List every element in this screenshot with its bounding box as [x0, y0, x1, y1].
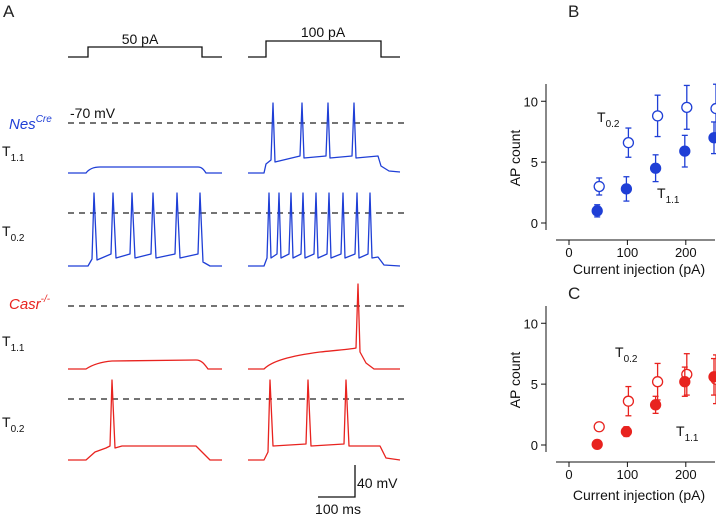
stimulus-step-50pa	[68, 46, 222, 58]
chart-c-xtick-label-1: 100	[617, 467, 639, 482]
chart-c-ticks: 0 100 200 0 5 10	[524, 316, 697, 482]
chart-c-point-filled-0	[591, 438, 603, 451]
trace-nes-t02-100pa	[248, 192, 401, 267]
trace-casr-t11-50pa	[68, 359, 222, 370]
row-label-nes-t02: T0.2	[2, 223, 25, 244]
chart-c-point-open-1	[622, 395, 635, 407]
chart-c-point-filled-3	[679, 376, 691, 388]
chart-c-xtick-label-2: 200	[675, 467, 697, 482]
scale-bar-lines	[318, 465, 356, 498]
stimulus-step-100pa	[248, 40, 400, 58]
chart-c-ytick-label-2: 10	[524, 316, 538, 331]
chart-b-ticks: 0 100 200 0 5 10	[524, 94, 697, 260]
stimulus-label-50pa: 50 pA	[122, 31, 159, 47]
chart-c-xlabel: Current injection (pA)	[573, 487, 705, 503]
chart-c-ylabel: AP count	[507, 352, 523, 409]
chart-b-point-open-0	[593, 180, 605, 193]
chart-b-point-filled-3	[679, 145, 691, 157]
row-label-casr-t11: T1.1	[2, 333, 25, 354]
row-label-nes-t11: T1.1	[2, 143, 25, 164]
scale-bar: 40 mV 100 ms	[315, 465, 398, 517]
stimulus-protocol: 50 pA 100 pA	[68, 24, 400, 58]
chart-c-point-filled-1	[620, 425, 633, 438]
trace-nes-t11-50pa	[68, 166, 222, 174]
chart-b-point-open-3	[681, 101, 693, 113]
chart-b-points	[591, 83, 716, 218]
chart-b-point-filled-2	[649, 162, 662, 174]
traces	[68, 102, 401, 461]
chart-c-point-filled-2	[649, 399, 662, 411]
trace-nes-t02-50pa	[68, 192, 222, 267]
chart-c: AP count Current injection (pA) T0.2 T1.…	[507, 306, 716, 503]
chart-b-ytick-label-2: 10	[524, 94, 538, 109]
chart-c-xtick-label-0: 0	[565, 467, 572, 482]
chart-c-series-label-filled: T1.1	[676, 423, 699, 444]
chart-c-point-open-2	[651, 376, 664, 388]
chart-b-point-filled-4	[708, 132, 716, 144]
stimulus-label-100pa: 100 pA	[301, 24, 346, 40]
panel-label-c: C	[568, 284, 580, 303]
row-label-casr-t02: T0.2	[2, 414, 25, 435]
reference-lines	[68, 122, 405, 400]
chart-b-ylabel: AP count	[507, 130, 523, 187]
chart-b-point-open-2	[651, 110, 664, 122]
chart-b-point-filled-0	[591, 205, 603, 217]
chart-b-series-label-filled: T1.1	[657, 185, 680, 206]
chart-b-series-label-open: T0.2	[597, 109, 620, 130]
trace-casr-t11-100pa	[248, 283, 400, 370]
chart-b-xtick-label-1: 100	[617, 245, 639, 260]
scale-bar-voltage-label: 40 mV	[357, 475, 398, 491]
chart-b: AP count Current injection (pA) T0.2 T1.…	[507, 83, 716, 277]
chart-b-ytick-label-1: 5	[531, 155, 538, 170]
panel-label-a: A	[3, 2, 15, 21]
chart-c-points	[591, 353, 716, 451]
chart-c-ytick-label-0: 0	[531, 438, 538, 453]
chart-c-ytick-label-1: 5	[531, 377, 538, 392]
chart-b-xtick-label-2: 200	[675, 245, 697, 260]
genotype-label-nes: NesCre	[9, 114, 52, 133]
chart-c-series-label-open: T0.2	[615, 344, 638, 365]
chart-c-point-open-0	[593, 421, 605, 433]
trace-casr-t02-50pa	[68, 379, 222, 461]
chart-b-point-filled-1	[620, 183, 633, 195]
trace-nes-t11-100pa	[248, 102, 401, 174]
chart-b-ytick-label-0: 0	[531, 216, 538, 231]
chart-b-xtick-label-0: 0	[565, 245, 572, 260]
trace-casr-t02-100pa	[248, 379, 401, 461]
scale-bar-time-label: 100 ms	[315, 501, 361, 517]
resting-potential-label: -70 mV	[70, 105, 116, 121]
chart-b-point-open-1	[622, 137, 635, 149]
panel-label-b: B	[568, 2, 579, 21]
genotype-label-casr: Casr-/-	[9, 294, 51, 313]
chart-b-xlabel: Current injection (pA)	[573, 261, 705, 277]
chart-c-point-filled-4	[708, 371, 716, 383]
row-labels: T1.1 T0.2 T1.1 T0.2	[2, 143, 25, 435]
chart-b-point-open-4	[710, 102, 716, 115]
